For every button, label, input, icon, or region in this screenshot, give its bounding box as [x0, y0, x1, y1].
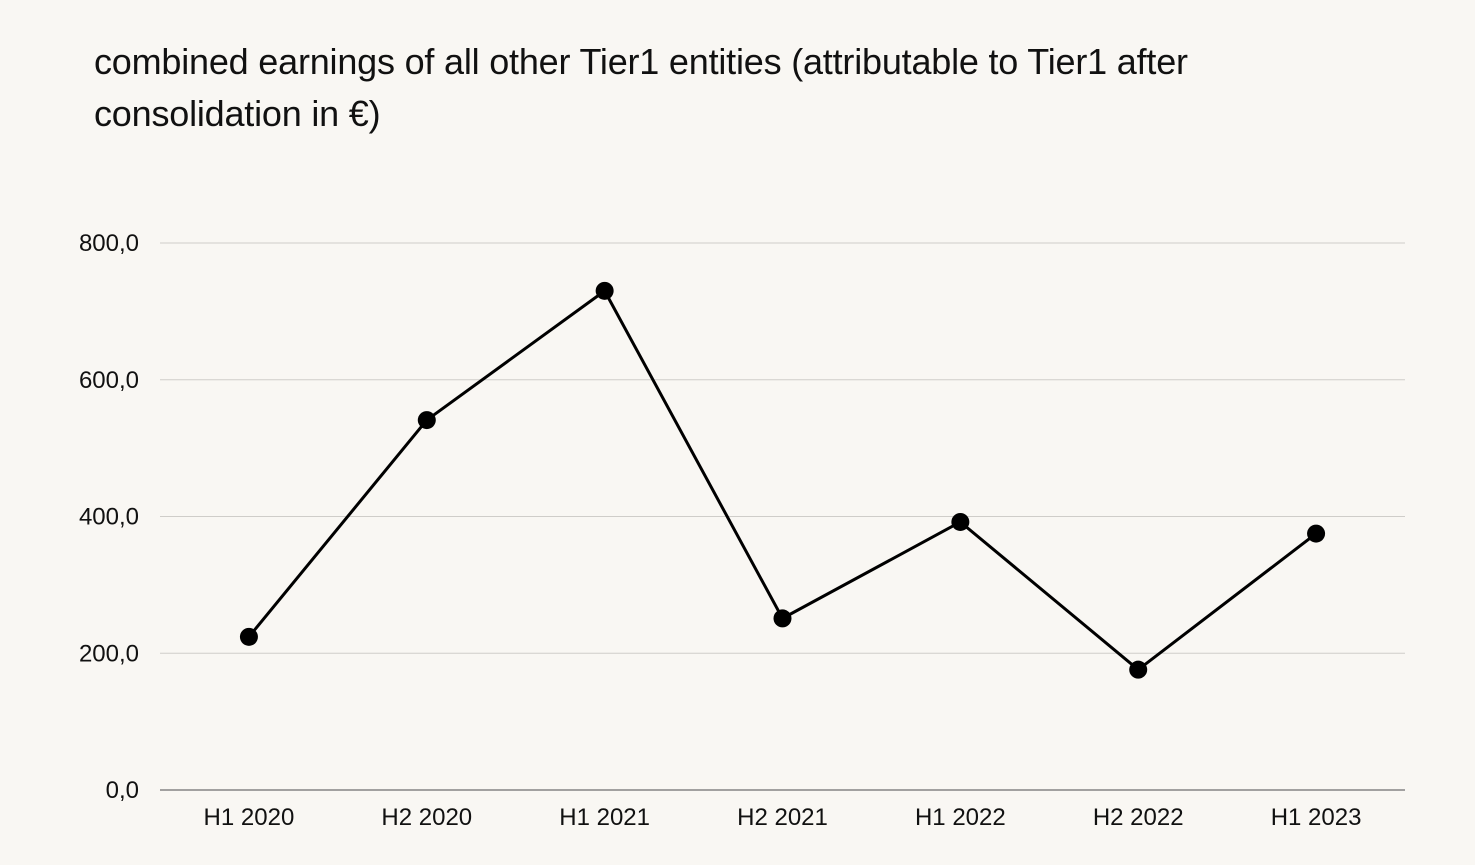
x-tick-label: H1 2023	[1271, 804, 1362, 831]
y-tick-label: 0,0	[106, 777, 139, 804]
x-axis-tick-labels: H1 2020 H2 2020 H1 2021 H2 2021 H1 2022 H2 20…	[204, 804, 1362, 831]
data-point	[595, 281, 614, 300]
y-tick-label: 400,0	[79, 504, 139, 531]
x-tick-label: H1 2021	[559, 804, 650, 831]
y-tick-label: 800,0	[79, 230, 139, 257]
y-tick-label: 200,0	[79, 640, 139, 667]
y-axis-tick-labels: 0,0 200,0 400,0 600,0 800,0	[79, 230, 139, 804]
data-series	[239, 281, 1326, 679]
gridlines	[160, 242, 1405, 654]
x-tick-label: H2 2020	[381, 804, 472, 831]
data-point	[1307, 524, 1326, 543]
data-point	[239, 627, 258, 646]
data-point	[773, 609, 792, 628]
data-point	[1129, 660, 1148, 679]
x-tick-label: H1 2020	[204, 804, 295, 831]
data-point	[417, 411, 436, 430]
x-tick-label: H1 2022	[915, 804, 1006, 831]
y-tick-label: 600,0	[79, 367, 139, 394]
data-point	[951, 512, 970, 531]
x-tick-label: H2 2022	[1093, 804, 1184, 831]
x-tick-label: H2 2021	[737, 804, 828, 831]
chart-title: combined earnings of all other Tier1 ent…	[94, 41, 1188, 134]
